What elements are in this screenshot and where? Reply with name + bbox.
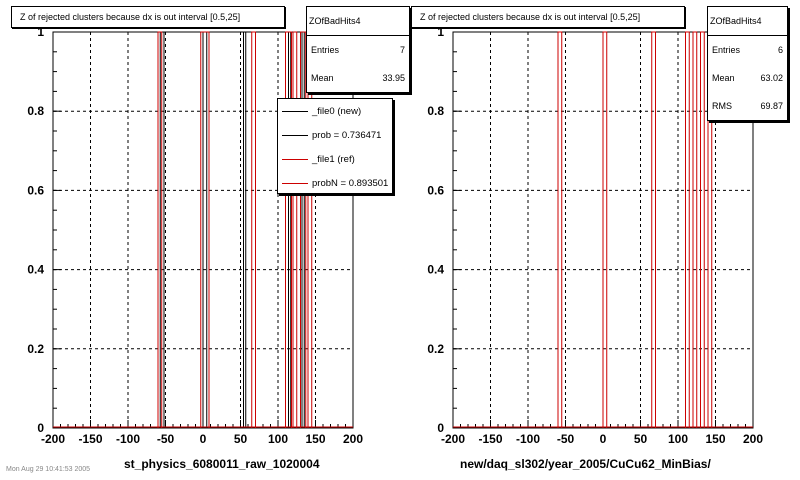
- left-stats-entries: Entries 7: [311, 45, 405, 55]
- left-stats-mean: Mean 33.95: [311, 73, 405, 83]
- right-series0-bin: [685, 31, 690, 428]
- legend-entry-prob: prob = 0.736471: [278, 123, 392, 147]
- right-stats-box[interactable]: ZOfBadHits4 Entries 6 Mean 63.02 RMS 69.…: [707, 6, 788, 121]
- right-y-tick-label: 1: [437, 25, 444, 39]
- footer-timestamp: Mon Aug 29 10:41:53 2005: [6, 466, 91, 473]
- legend-swatch-file1: [282, 158, 308, 160]
- legend-swatch-file0: [282, 110, 308, 112]
- left-x-tick-label: 200: [343, 432, 363, 446]
- right-stats-rms: RMS 69.87: [712, 101, 783, 111]
- left-y-tick-label: 0.4: [27, 263, 44, 277]
- left-series0-bin: [243, 31, 247, 428]
- right-stats-name: ZOfBadHits4: [708, 7, 787, 36]
- legend-swatch-probn: [282, 182, 308, 184]
- right-x-tick-label: 100: [668, 432, 688, 446]
- right-x-tick-label: -200: [441, 432, 465, 446]
- left-series1-bin: [300, 31, 307, 428]
- right-series0-bin: [602, 31, 608, 428]
- right-y-tick-label: 0.4: [427, 263, 444, 277]
- left-x-tick-label: 50: [234, 432, 248, 446]
- right-pad-title: Z of rejected clusters because dx is out…: [411, 6, 685, 28]
- left-x-tick-label: 100: [268, 432, 288, 446]
- right-x-tick-label: -50: [557, 432, 575, 446]
- left-series1-bin: [200, 31, 210, 428]
- right-x-tick-label: 150: [705, 432, 725, 446]
- right-stats-entries: Entries 6: [712, 45, 783, 55]
- right-x-tick-label: 0: [600, 432, 607, 446]
- left-series1-bin: [285, 31, 292, 428]
- right-stats-mean: Mean 63.02: [712, 73, 783, 83]
- right-x-tick-label: 50: [634, 432, 648, 446]
- left-stats-box[interactable]: ZOfBadHits4 Entries 7 Mean 33.95: [306, 6, 410, 93]
- right-series0-bin: [700, 31, 705, 428]
- left-x-axis-title: st_physics_6080011_raw_1020004: [124, 457, 320, 471]
- right-y-tick-label: 0.8: [427, 104, 444, 118]
- right-series0-bin: [651, 31, 656, 428]
- right-series0-bin: [692, 31, 698, 428]
- left-x-tick-label: -50: [157, 432, 175, 446]
- left-x-tick-label: -200: [41, 432, 65, 446]
- left-x-tick-label: -150: [78, 432, 102, 446]
- left-x-tick-label: 0: [200, 432, 207, 446]
- right-x-tick-label: -100: [516, 432, 540, 446]
- right-x-axis-title: new/daq_sl302/year_2005/CuCu62_MinBias/: [460, 457, 711, 471]
- left-y-tick-label: 0.6: [27, 183, 44, 197]
- left-title-text: Z of rejected clusters because dx is out…: [20, 12, 241, 22]
- left-x-tick-label: -100: [116, 432, 140, 446]
- left-stats-name: ZOfBadHits4: [307, 7, 409, 36]
- left-y-tick-label: 1: [37, 25, 44, 39]
- left-y-tick-label: 0: [37, 421, 44, 435]
- legend-entry-probn: probN = 0.893501: [278, 171, 392, 193]
- right-y-tick-label: 0.2: [427, 342, 444, 356]
- right-y-tick-label: 0: [437, 421, 444, 435]
- left-pad-title: Z of rejected clusters because dx is out…: [11, 6, 285, 28]
- legend-entry-file0: _file0 (new): [278, 99, 392, 123]
- left-y-tick-label: 0.2: [27, 342, 44, 356]
- right-series0-bin: [557, 31, 563, 428]
- right-y-tick-label: 0.6: [427, 183, 444, 197]
- right-x-tick-label: 200: [743, 432, 763, 446]
- left-series1-bin: [292, 31, 298, 428]
- left-legend[interactable]: _file0 (new) prob = 0.736471 _file1 (ref…: [277, 98, 393, 194]
- left-x-tick-label: 150: [305, 432, 325, 446]
- legend-entry-file1: _file1 (ref): [278, 147, 392, 171]
- legend-swatch-prob: [282, 134, 308, 136]
- left-series1-bin: [251, 31, 256, 428]
- right-x-tick-label: -150: [478, 432, 502, 446]
- left-series1-bin: [157, 31, 163, 428]
- left-y-tick-label: 0.8: [27, 104, 44, 118]
- right-title-text: Z of rejected clusters because dx is out…: [420, 12, 641, 22]
